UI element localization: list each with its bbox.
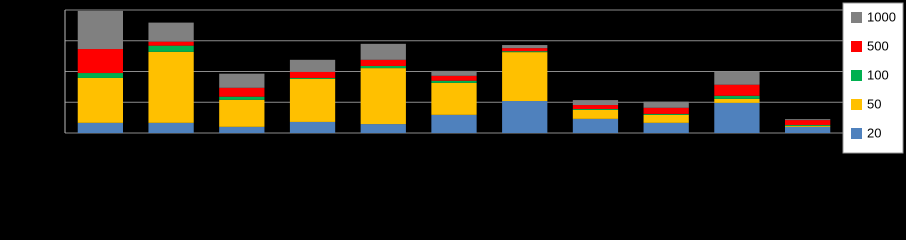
legend-swatch: [851, 12, 862, 23]
bar-segment: [643, 113, 689, 115]
legend-label: 1000: [867, 9, 896, 24]
bar-segment: [431, 82, 477, 115]
bar-segment: [289, 77, 336, 79]
bar-segment: [785, 120, 831, 126]
bar-segment: [714, 102, 760, 133]
legend-swatch: [851, 128, 862, 139]
bar-segment: [77, 10, 123, 50]
bar-segment: [289, 121, 336, 133]
bar-segment: [431, 114, 477, 133]
bar-segment: [502, 51, 548, 53]
bar-segment: [360, 124, 406, 133]
bar-segment: [77, 73, 123, 78]
bar-segment: [148, 22, 194, 42]
legend-label: 20: [867, 125, 881, 140]
bar-segment: [572, 100, 619, 106]
bar-segment: [219, 87, 265, 97]
chart: 20 50 100 500 1000: [64, 2, 904, 154]
bar-segment: [502, 45, 548, 49]
bar-segment: [360, 68, 406, 125]
bar-segment: [148, 122, 194, 133]
bar-segment: [502, 52, 548, 102]
bar-segment: [785, 125, 831, 127]
bar-segment: [714, 95, 760, 99]
bar-segment: [148, 45, 194, 52]
bar-segment: [360, 43, 406, 60]
bar-segment: [643, 107, 689, 114]
legend-swatch: [851, 70, 862, 81]
bar-segment: [431, 75, 477, 81]
bar-segment: [502, 101, 548, 133]
bar-segment: [360, 65, 406, 69]
bar-segment: [219, 99, 265, 127]
bar-segment: [148, 41, 194, 46]
bar-segment: [714, 84, 760, 96]
bar-segment: [360, 59, 406, 66]
bar-segment: [714, 71, 760, 85]
bar-segment: [643, 122, 689, 133]
bar-segment: [785, 125, 831, 126]
bar-segment: [289, 78, 336, 122]
legend-label: 50: [867, 96, 881, 111]
bar-segment: [289, 59, 336, 72]
bar-segment: [643, 114, 689, 123]
bar-segment: [785, 119, 831, 121]
bar-segment: [77, 49, 123, 74]
bar-segment: [431, 70, 477, 76]
bar-segment: [148, 51, 194, 123]
legend-swatch: [851, 41, 862, 52]
bar-segment: [431, 80, 477, 83]
bar-segment: [572, 109, 619, 119]
bar-segment: [714, 98, 760, 103]
bar-segment: [643, 101, 689, 108]
bar-segment: [289, 71, 336, 78]
legend-label: 100: [867, 67, 889, 82]
bar-segment: [77, 77, 123, 123]
bar-segment: [219, 126, 265, 133]
legend-label: 500: [867, 38, 889, 53]
bar-segment: [219, 73, 265, 88]
bar-segment: [572, 118, 619, 133]
bar-segment: [785, 126, 831, 133]
legend-swatch: [851, 99, 862, 110]
bar-segment: [502, 48, 548, 52]
bar-segment: [219, 96, 265, 100]
bar-segment: [572, 109, 619, 110]
bar-segment: [77, 122, 123, 133]
bar-segment: [572, 105, 619, 110]
